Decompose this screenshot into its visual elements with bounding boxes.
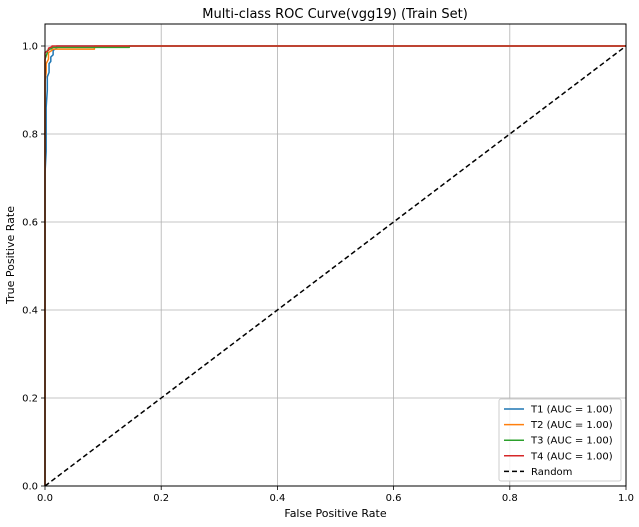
x-tick-label: 0.4: [269, 493, 285, 504]
y-tick-label: 0.0: [22, 482, 38, 493]
legend-label: T4 (AUC = 1.00): [530, 451, 613, 462]
y-axis-label: True Positive Rate: [4, 206, 17, 305]
legend-label: T3 (AUC = 1.00): [530, 436, 613, 447]
y-tick-label: 0.4: [22, 306, 38, 317]
x-tick-label: 1.0: [618, 493, 634, 504]
y-tick-label: 0.6: [22, 218, 38, 229]
x-tick-label: 0.6: [386, 493, 402, 504]
x-tick-label: 0.2: [153, 493, 169, 504]
y-tick-label: 0.2: [22, 394, 38, 405]
legend-label: T1 (AUC = 1.00): [530, 405, 613, 416]
x-axis-label: False Positive Rate: [284, 507, 386, 520]
x-tick-label: 0.0: [37, 493, 53, 504]
axis-ticks: 0.0 0.2 0.4 0.6 0.8 1.0 0.0 0.2 0.4 0.6 0.8 1.0: [22, 42, 634, 505]
series-line-5: [44, 45, 627, 487]
legend-label: Random: [531, 467, 572, 478]
legend-box: [498, 398, 622, 482]
y-tick-label: 0.8: [22, 130, 38, 141]
y-tick-label: 1.0: [22, 42, 38, 53]
legend: T1 (AUC = 1.00) T2 (AUC = 1.00) T3 (AUC = …: [498, 398, 622, 482]
legend-label: T2 (AUC = 1.00): [530, 420, 613, 431]
grid: [44, 24, 627, 487]
x-tick-label: 0.8: [502, 493, 518, 504]
plot-frame: [44, 23, 627, 487]
chart-title: Multi-class ROC Curve(vgg19) (Train Set): [202, 7, 468, 22]
